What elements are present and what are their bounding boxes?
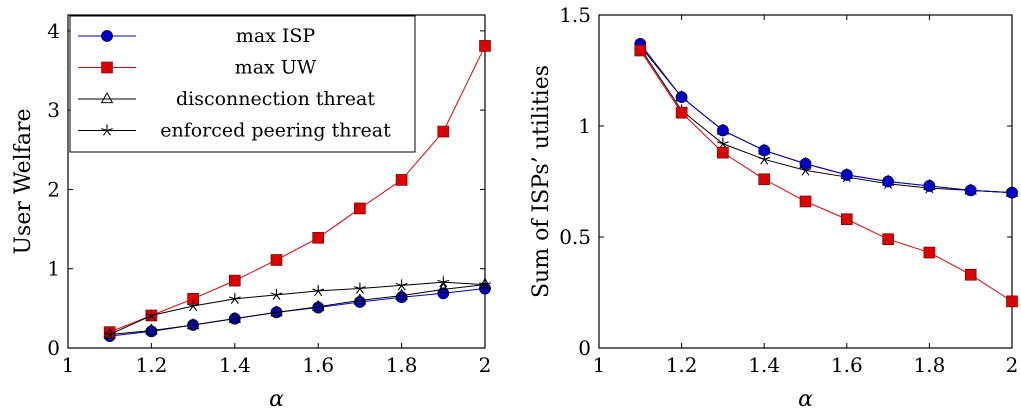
x-axis-label: α [269,387,284,412]
y-tick-label: 0 [47,336,60,360]
y-tick-label: 0 [578,336,591,360]
data-point-marker [480,40,491,51]
y-tick-label: 1 [578,114,591,138]
x-tick-label: 1 [62,353,75,377]
data-point-marker [438,276,449,287]
data-point-marker [800,196,811,207]
data-point-marker [717,125,728,136]
x-tick-label: 2 [479,353,492,377]
series-1 [104,283,490,342]
x-tick-label: 1.2 [135,353,167,377]
series-line [640,48,1012,192]
legend-marker [102,31,113,42]
data-point-marker [1007,187,1018,198]
x-tick-label: 1.8 [386,353,418,377]
data-point-marker [883,176,894,187]
data-point-marker [841,169,852,180]
series-line [640,44,1012,193]
series-4 [635,45,1018,307]
y-tick-label: 1 [47,257,60,281]
series-1 [635,40,1018,196]
legend-marker [102,62,113,73]
legend-label: max ISP [236,25,316,47]
legend: max ISP max UW disconnection threat enforce… [70,16,415,152]
plot-frame [599,15,1012,348]
data-point-marker [965,269,976,280]
y-tick-label: 1.5 [559,3,591,27]
data-point-marker [438,126,449,137]
data-point-marker [883,234,894,245]
data-point-marker [759,145,770,156]
series-2 [635,42,1018,197]
series-line [640,46,1012,193]
x-tick-label: 1.4 [219,353,251,377]
data-point-marker [800,158,811,169]
data-point-marker [354,203,365,214]
series-3 [104,279,490,339]
series-line [110,282,485,334]
data-point-marker [965,185,976,196]
data-point-marker [313,232,324,243]
data-point-marker [635,45,646,56]
data-point-marker [271,254,282,265]
data-point-marker [1007,296,1018,307]
x-axis-label: α [798,387,813,412]
y-tick-label: 4 [47,19,60,43]
chart-panel-2: 1 1.2 1.4 1.6 1.8 2 0 0.5 1 1.5 α Sum of ISPs’ util… [529,3,1018,412]
x-tick-label: 1 [593,353,606,377]
legend-label: max UW [235,57,317,79]
data-point-marker [676,92,687,103]
x-tick-label: 1.6 [302,353,334,377]
x-tick-label: 1.6 [831,353,863,377]
y-tick-label: 0.5 [559,225,591,249]
data-point-marker [676,107,687,118]
data-point-marker [229,275,240,286]
x-tick-label: 1.2 [666,353,698,377]
y-axis-label: Sum of ISPs’ utilities [529,65,554,298]
x-tick-label: 2 [1006,353,1019,377]
x-tick-label: 1.4 [748,353,780,377]
series-line [640,51,1012,302]
data-point-marker [717,147,728,158]
y-tick-label: 2 [47,177,60,201]
legend-label: disconnection threat [176,88,375,110]
y-axis-label: User Welfare [11,108,36,254]
legend-label: enforced peering threat [160,120,391,142]
y-tick-label: 3 [47,98,60,122]
data-point-marker [924,180,935,191]
data-point-marker [924,247,935,258]
data-point-marker [841,214,852,225]
data-point-marker [396,174,407,185]
data-point-marker [759,174,770,185]
x-tick-label: 1.8 [913,353,945,377]
